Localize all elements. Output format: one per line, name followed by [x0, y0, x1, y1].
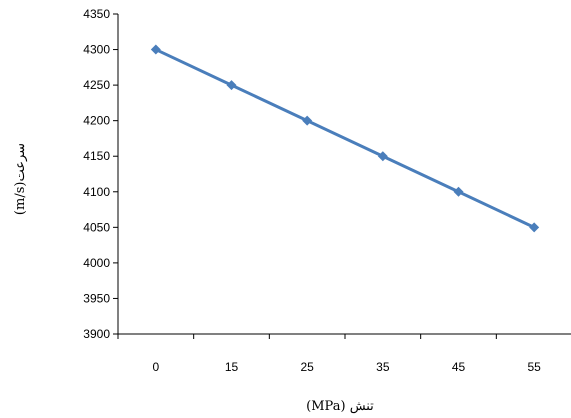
x-tick-label: 55	[527, 360, 541, 374]
y-axis-ticks: 3900 3950 4000 4050 4100 4150 4200 4250 4300 4350	[83, 7, 118, 341]
series-group	[150, 44, 540, 233]
data-point-marker	[226, 80, 237, 91]
x-tick-label: 45	[452, 360, 466, 374]
y-tick-label: 4300	[83, 43, 110, 57]
x-tick-label: 35	[376, 360, 390, 374]
data-point-marker	[150, 44, 161, 55]
y-tick-label: 4250	[83, 78, 110, 92]
series-line	[155, 48, 535, 229]
y-tick-label: 4350	[83, 7, 110, 21]
data-point-marker	[453, 186, 464, 197]
y-tick-label: 3950	[83, 291, 110, 305]
y-tick-label: 3900	[83, 327, 110, 341]
y-tick-label: 4100	[83, 185, 110, 199]
x-axis-ticks: 0 15 25 35 45 55	[117, 334, 541, 374]
data-point-marker	[377, 151, 388, 162]
y-axis-title: سرعت(m/s)	[13, 143, 28, 215]
data-point-marker	[302, 115, 313, 126]
data-point-marker	[529, 222, 540, 233]
y-tick-label: 4200	[83, 114, 110, 128]
y-tick-label: 4000	[83, 256, 110, 270]
x-axis-title: تنش (MPa)	[306, 399, 374, 414]
x-tick-label: 15	[225, 360, 239, 374]
y-tick-label: 4050	[83, 220, 110, 234]
x-tick-label: 0	[152, 360, 159, 374]
y-tick-label: 4150	[83, 149, 110, 163]
x-tick-label: 25	[300, 360, 314, 374]
